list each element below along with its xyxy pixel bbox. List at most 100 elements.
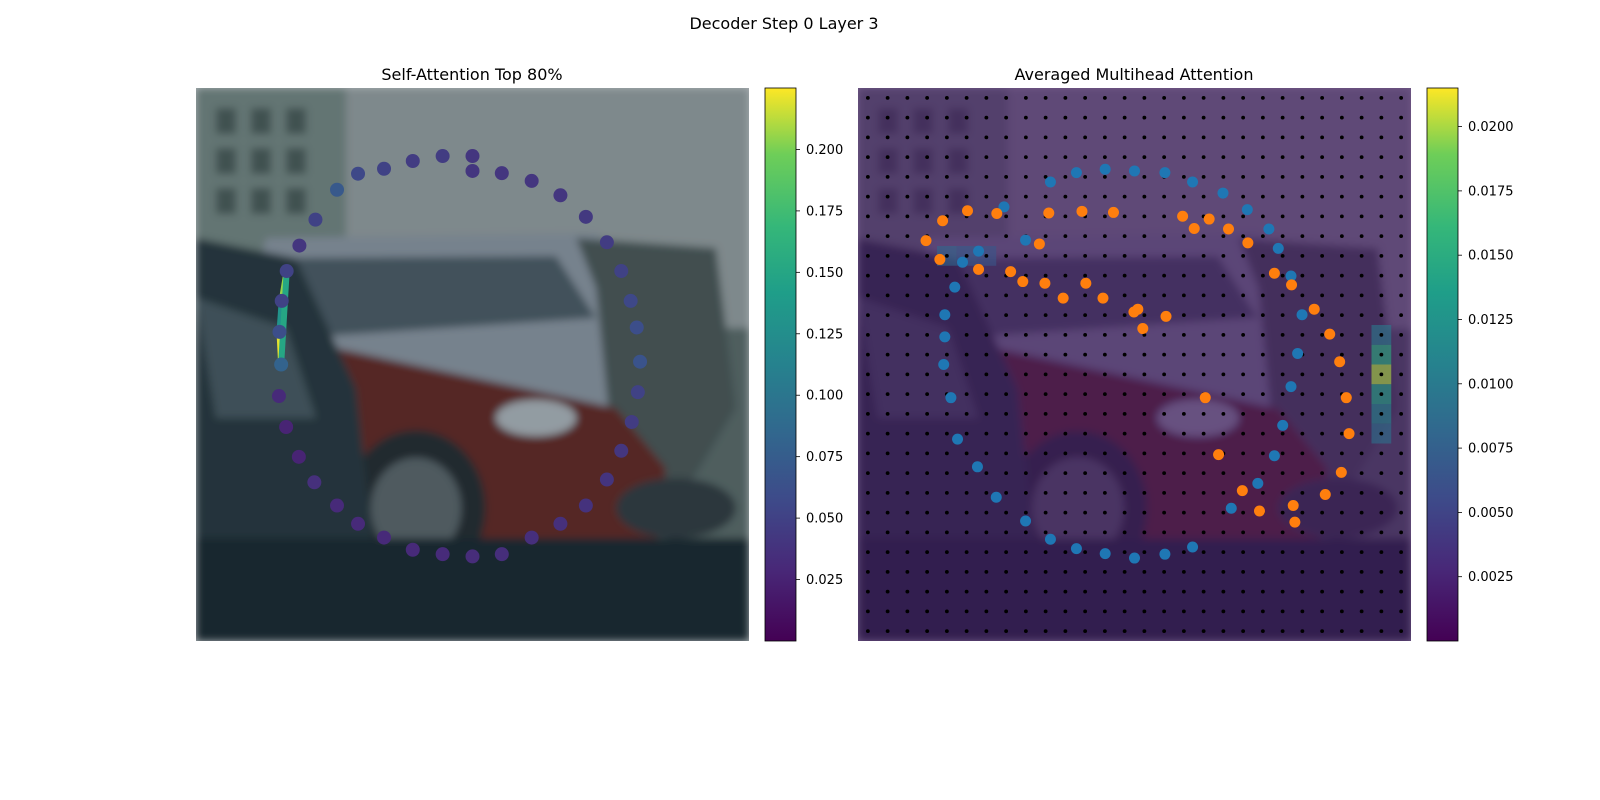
grid-dot (1023, 194, 1028, 199)
grid-dot (1280, 352, 1285, 357)
grid-dot (1063, 372, 1068, 377)
grid-dot (1399, 490, 1404, 495)
grid-dot (1399, 530, 1404, 535)
prediction-point (1043, 207, 1055, 219)
grid-dot (1102, 451, 1107, 456)
control-point (494, 547, 509, 562)
prediction-point (1039, 277, 1051, 289)
grid-dot (984, 214, 989, 219)
reference-point (952, 433, 964, 445)
grid-dot (1379, 115, 1384, 120)
grid-dot (885, 352, 890, 357)
grid-dot (1241, 234, 1246, 239)
grid-dot (1043, 372, 1048, 377)
grid-dot (964, 352, 969, 357)
grid-dot (1379, 431, 1384, 436)
grid-dot (865, 214, 870, 219)
grid-dot (1379, 332, 1384, 337)
grid-dot (1004, 194, 1009, 199)
grid-dot (1122, 135, 1127, 140)
grid-dot (1122, 569, 1127, 574)
grid-dot (1339, 530, 1344, 535)
grid-dot (1320, 451, 1325, 456)
grid-dot (865, 194, 870, 199)
grid-dot (1102, 589, 1107, 594)
attention-link (278, 268, 290, 368)
grid-dot (1379, 234, 1384, 239)
grid-dot (1221, 293, 1226, 298)
grid-dot (1201, 609, 1206, 614)
grid-dot (1162, 332, 1167, 337)
grid-dot (1241, 589, 1246, 594)
prediction-point (1080, 277, 1092, 289)
grid-dot (944, 451, 949, 456)
grid-dot (1221, 609, 1226, 614)
colorbar-tick-label: 0.0175 (1468, 184, 1514, 199)
grid-dot (1359, 234, 1364, 239)
grid-dot (1260, 589, 1265, 594)
grid-dot (1023, 609, 1028, 614)
grid-dot (1241, 293, 1246, 298)
colorbar-tick-label: 0.0125 (1468, 313, 1514, 328)
grid-dot (905, 194, 910, 199)
grid-dot (865, 451, 870, 456)
grid-dot (865, 550, 870, 555)
grid-dot (1241, 569, 1246, 574)
grid-dot (1260, 609, 1265, 614)
grid-dot (1181, 609, 1186, 614)
grid-dot (1201, 273, 1206, 278)
control-point (578, 209, 593, 224)
reference-point (1252, 477, 1264, 489)
grid-dot (1181, 313, 1186, 318)
grid-dot (1201, 431, 1206, 436)
grid-dot (1043, 550, 1048, 555)
grid-dot (1280, 273, 1285, 278)
grid-dot (1102, 392, 1107, 397)
grid-dot (1280, 431, 1285, 436)
grid-dot (944, 471, 949, 476)
grid-dot (1399, 332, 1404, 337)
grid-dot (1043, 609, 1048, 614)
grid-dot (1102, 214, 1107, 219)
reference-point (938, 359, 950, 370)
left-colorbar-gradient (764, 87, 797, 642)
grid-dot (925, 273, 930, 278)
control-point (351, 166, 366, 181)
prediction-point (1203, 213, 1215, 225)
grid-dot (905, 155, 910, 160)
grid-dot (1083, 174, 1088, 179)
grid-dot (1004, 550, 1009, 555)
grid-dot (984, 451, 989, 456)
prediction-point (961, 205, 973, 217)
grid-dot (964, 629, 969, 634)
grid-dot (1379, 293, 1384, 298)
grid-dot (944, 629, 949, 634)
grid-dot (1083, 589, 1088, 594)
grid-dot (1063, 155, 1068, 160)
grid-dot (1181, 115, 1186, 120)
grid-dot (1063, 253, 1068, 258)
grid-dot (1300, 253, 1305, 258)
grid-dot (1063, 550, 1068, 555)
grid-dot (1043, 530, 1048, 535)
grid-dot (1162, 115, 1167, 120)
grid-dot (1320, 530, 1325, 535)
grid-dot (964, 135, 969, 140)
reference-point (957, 256, 969, 268)
grid-dot (1260, 234, 1265, 239)
grid-dot (885, 115, 890, 120)
grid-dot (1221, 510, 1226, 515)
grid-dot (1004, 214, 1009, 219)
grid-dot (1181, 372, 1186, 377)
grid-dot (1142, 569, 1147, 574)
reference-point (1044, 533, 1056, 545)
control-point (405, 153, 420, 168)
grid-dot (1339, 115, 1344, 120)
grid-dot (1359, 313, 1364, 318)
grid-dot (1043, 589, 1048, 594)
grid-dot (1181, 234, 1186, 239)
grid-dot (1221, 253, 1226, 258)
grid-dot (964, 589, 969, 594)
grid-dot (925, 253, 930, 258)
grid-dot (1399, 273, 1404, 278)
